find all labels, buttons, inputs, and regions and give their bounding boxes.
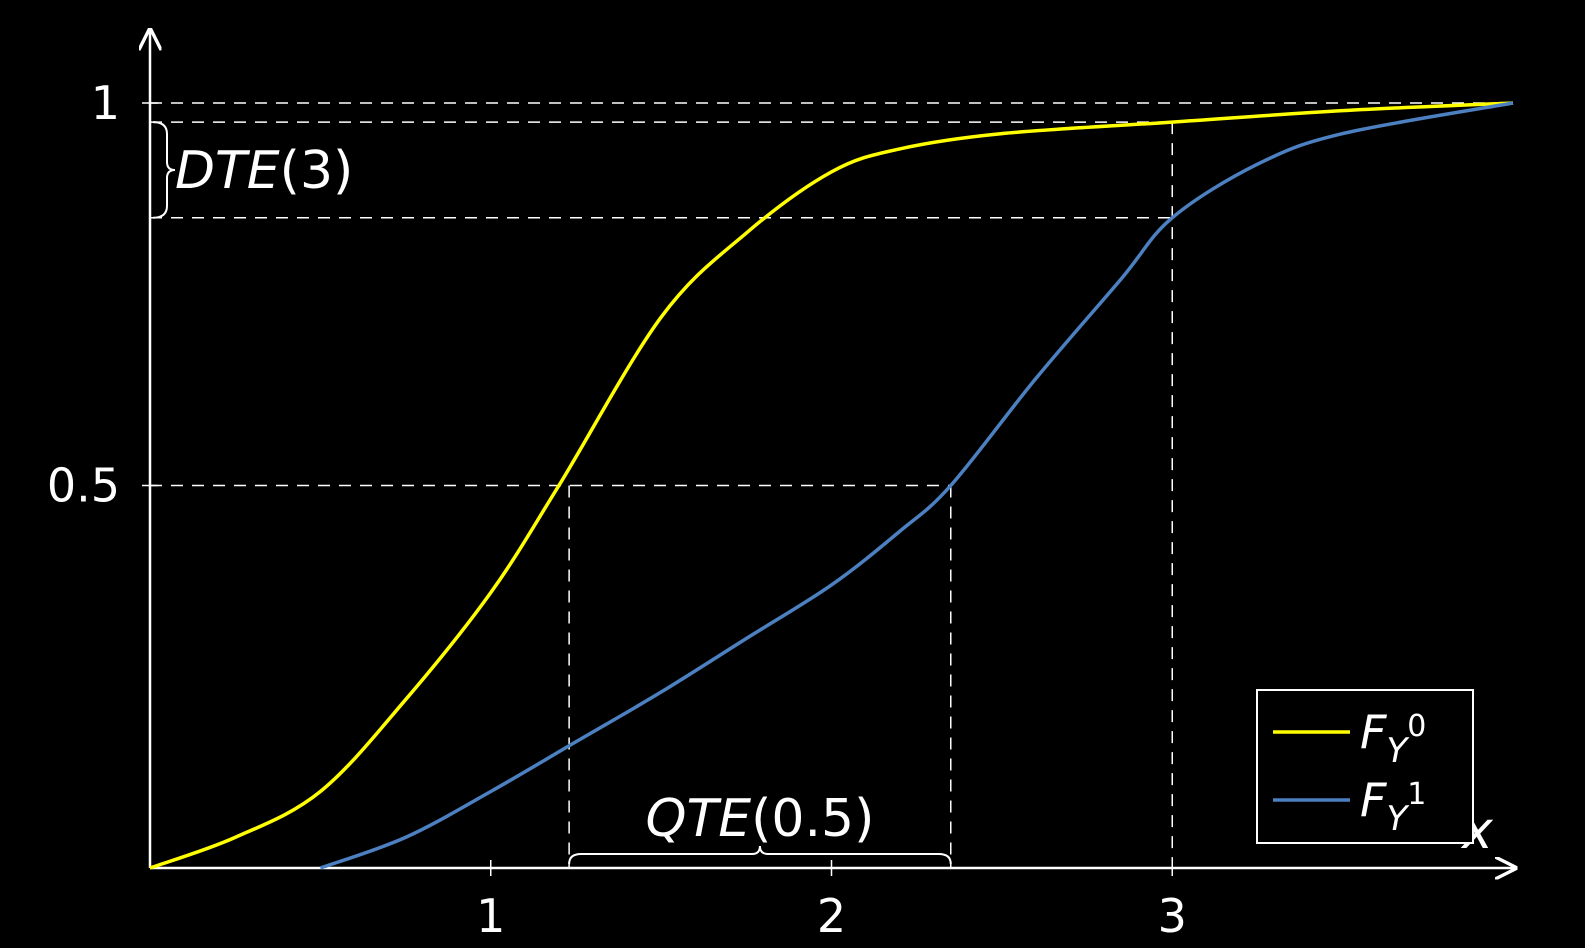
x-tick-label-3: 3: [1158, 889, 1187, 943]
qte-label-arg: (0.5): [751, 789, 874, 849]
x-tick-label-2: 2: [817, 889, 846, 943]
y-tick-label-1: 0.5: [47, 459, 120, 513]
series-group: [149, 101, 1514, 870]
series-line-1: [319, 101, 1514, 870]
dte-label-arg: (3): [280, 141, 354, 201]
legend-box: [1256, 689, 1474, 844]
qte-annotation: QTE(0.5): [568, 789, 952, 865]
dte-brace: [152, 121, 176, 219]
series-line-0: [149, 101, 1514, 870]
qte-label-main: QTE: [646, 789, 752, 849]
dte-label: DTE(3): [175, 141, 353, 201]
legend-entry-1: FY1: [1360, 773, 1426, 839]
qte-label: QTE(0.5): [646, 789, 875, 849]
qte-brace: [568, 845, 952, 865]
dte-label-main: DTE: [175, 141, 280, 201]
y-tick-label-2: 1: [91, 76, 120, 130]
x-tick-label-1: 1: [476, 889, 505, 943]
dashed-guide-lines: [150, 102, 1513, 868]
axis-ticks: 1 2 3 0.5 1: [47, 76, 1187, 943]
dte-annotation: DTE(3): [152, 121, 353, 219]
legend-entry-0: FY0: [1360, 705, 1426, 771]
